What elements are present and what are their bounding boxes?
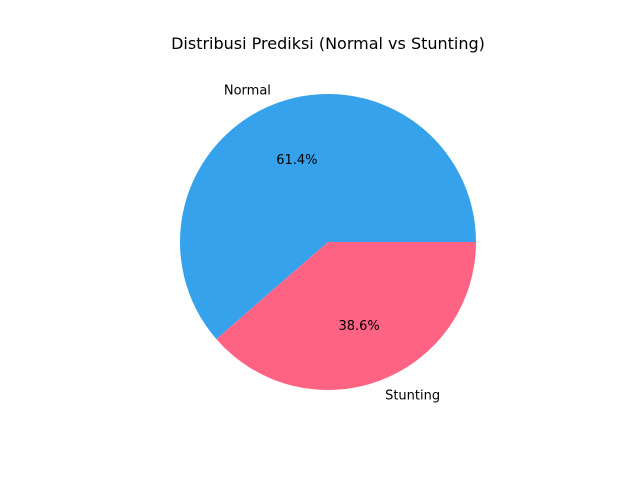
slice-label-stunting: Stunting (385, 388, 440, 403)
slice-label-normal: Normal (224, 84, 271, 99)
slice-percent-normal: 61.4% (276, 153, 317, 168)
slice-percent-stunting: 38.6% (338, 319, 379, 334)
chart-title: Distribusi Prediksi (Normal vs Stunting) (171, 34, 485, 53)
pie-slice-normal (180, 94, 476, 340)
pie-slice-stunting (216, 242, 476, 391)
